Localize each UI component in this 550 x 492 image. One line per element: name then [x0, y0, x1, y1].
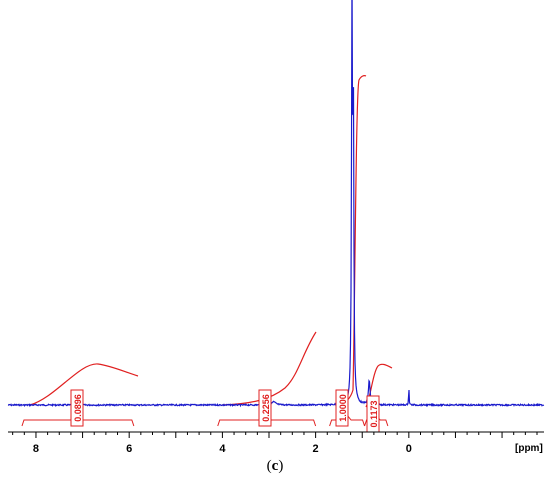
tick-label-4: 4: [219, 443, 226, 455]
tick-label-2: 2: [313, 443, 319, 455]
integral-label-box: [258, 389, 272, 427]
spectrum-line: [7, 0, 545, 408]
integral-value: 0.1173: [369, 400, 379, 427]
integral-value: 0.0896: [73, 394, 83, 422]
integral-curve-1: [29, 363, 139, 406]
integral-curves: [29, 75, 393, 408]
tick-label-0: 0: [406, 443, 412, 455]
x-axis-label: [ppm]: [515, 443, 543, 454]
x-axis-ticks: [12, 432, 538, 438]
integral-label-box: [335, 389, 349, 427]
integral-labels: 0.0896 0.2256 1.0000 0.1173: [70, 389, 380, 433]
integral-label-box: [70, 389, 84, 427]
integral-label-4: 0.1173: [366, 395, 380, 433]
tick-label-6: 6: [126, 443, 132, 455]
integral-curve-3: [337, 75, 367, 406]
integral-label-2: 0.2256: [258, 389, 272, 427]
x-axis-tick-labels: 8 6 4 2 0: [33, 443, 412, 455]
figure-caption-text: c: [271, 458, 279, 474]
integral-curve-2: [221, 331, 317, 406]
integral-label-3: 1.0000: [335, 389, 349, 427]
tick-label-8: 8: [33, 443, 39, 455]
integral-label-1: 0.0896: [70, 389, 84, 427]
integral-value: 0.2256: [261, 394, 271, 422]
integral-value: 1.0000: [338, 394, 348, 422]
figure-caption: (c): [266, 458, 284, 474]
